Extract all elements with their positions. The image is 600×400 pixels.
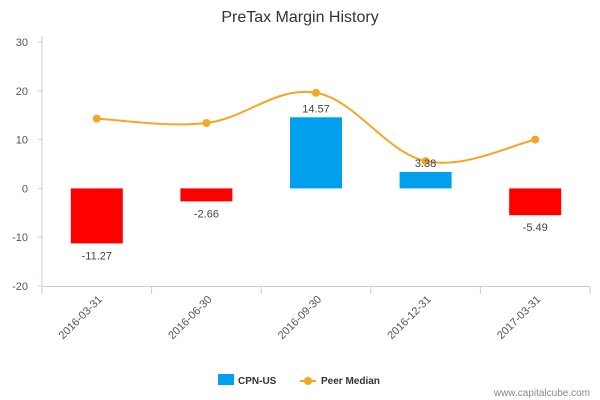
x-tick-label: 2017-03-31 <box>495 294 543 342</box>
peer-median-point-2016-03-31[interactable] <box>92 114 101 123</box>
legend-label-cpn-us[interactable]: CPN-US <box>238 376 277 387</box>
legend[interactable]: CPN-US Peer Median <box>218 374 380 387</box>
y-tick-label: -20 <box>12 281 28 293</box>
bar-data-label: -2.66 <box>194 208 219 220</box>
line-series <box>92 88 540 166</box>
y-tick-label: 30 <box>16 37 28 49</box>
credit-text: www.capitalcube.com <box>493 388 590 399</box>
legend-label-peer-median[interactable]: Peer Median <box>321 376 380 387</box>
y-tick-label: 20 <box>16 86 28 98</box>
y-tick-label: 10 <box>16 135 28 147</box>
legend-swatch-marker <box>304 377 312 385</box>
bar-2016-06-30[interactable] <box>180 188 233 202</box>
legend-swatch-cpn-us <box>218 374 234 385</box>
peer-median-point-2016-06-30[interactable] <box>202 119 211 128</box>
bar-2016-12-31[interactable] <box>399 171 452 189</box>
y-tick-label: 0 <box>22 183 28 195</box>
bar-data-label: -5.49 <box>523 222 548 234</box>
bar-2016-09-30[interactable] <box>290 117 342 189</box>
peer-median-point-2017-03-31[interactable] <box>531 135 540 144</box>
data-labels: -11.27 -2.66 14.57 3.38 -5.49 <box>82 103 548 262</box>
y-tick-label: -10 <box>12 232 28 244</box>
x-tick-label: 2016-12-31 <box>385 294 433 342</box>
chart-title: PreTax Margin History <box>221 9 378 26</box>
bar-data-label: 14.57 <box>302 103 330 115</box>
bar-2017-03-31[interactable] <box>509 188 562 216</box>
x-tick-label: 2016-03-31 <box>57 294 105 342</box>
peer-median-point-2016-09-30[interactable] <box>312 88 320 97</box>
x-tick-label: 2016-06-30 <box>166 294 214 342</box>
peer-median-point-2016-12-31[interactable] <box>421 157 430 166</box>
bar-data-label: 3.38 <box>415 158 436 170</box>
x-tick-label: 2016-09-30 <box>276 294 324 342</box>
bar-series <box>70 117 562 244</box>
bar-data-label: -11.27 <box>82 250 112 262</box>
bar-2016-03-31[interactable] <box>70 188 123 244</box>
